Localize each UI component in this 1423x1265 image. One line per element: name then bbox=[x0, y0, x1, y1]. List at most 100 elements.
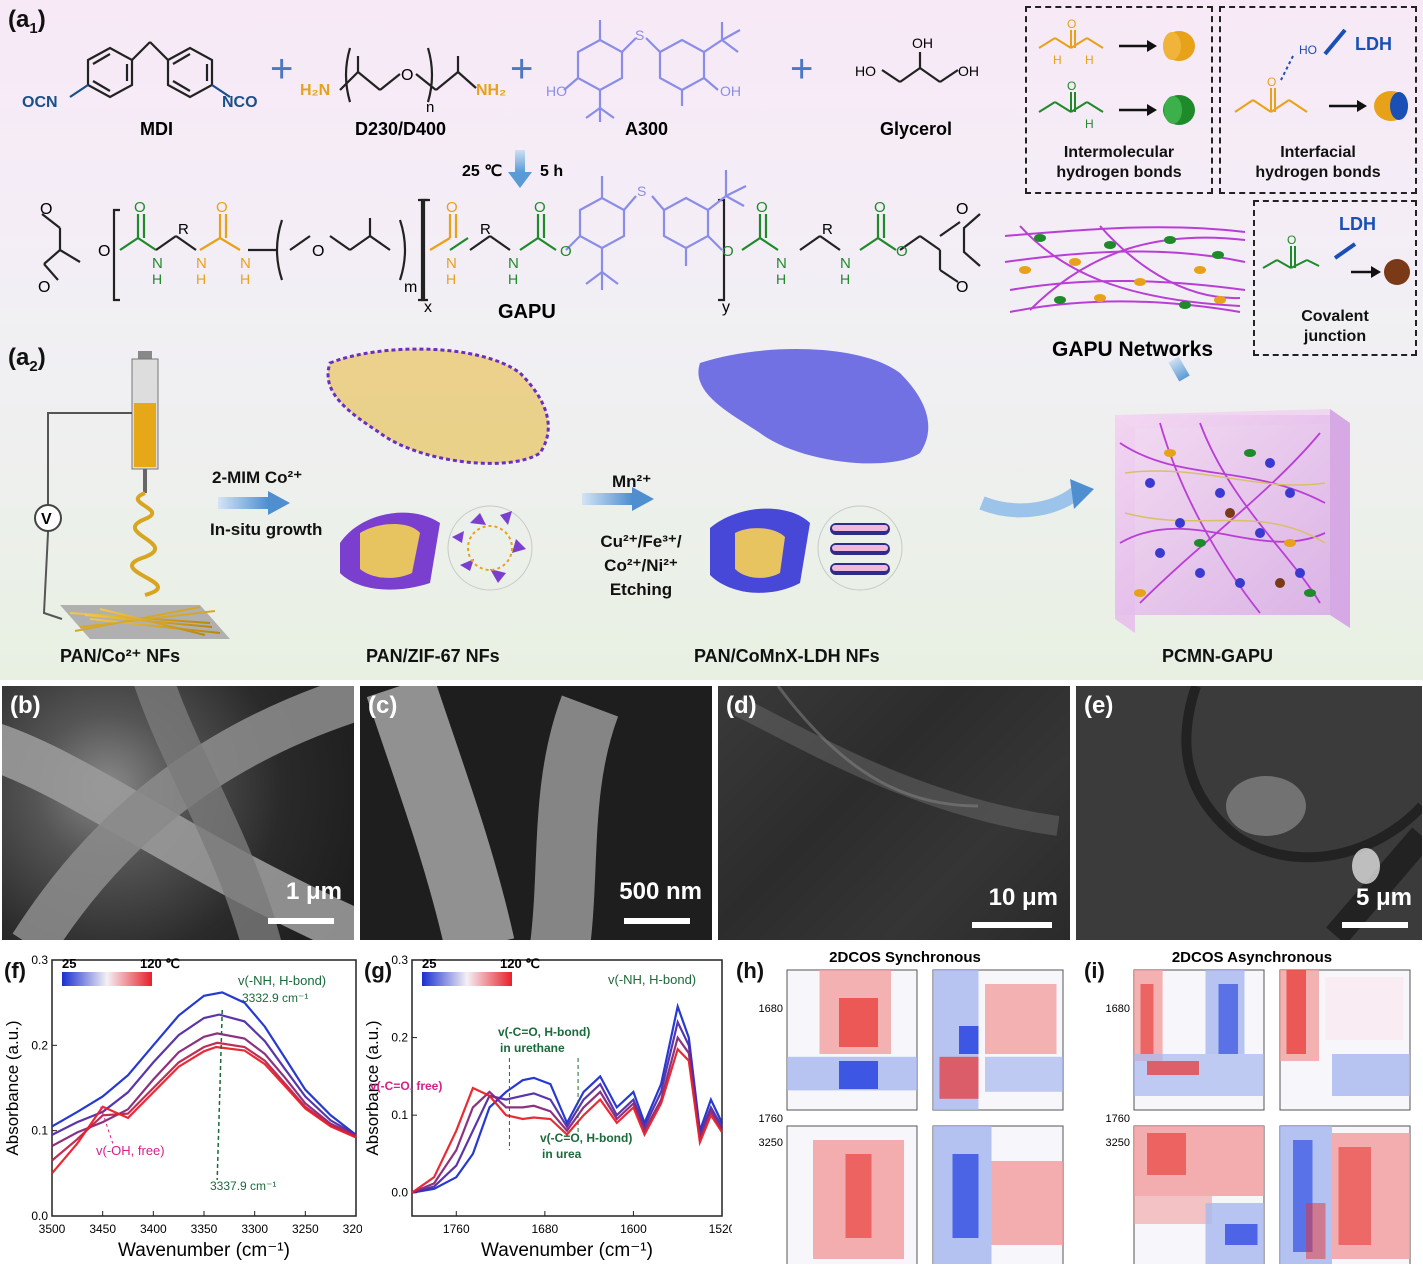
gapu-r-1: R bbox=[178, 221, 189, 238]
panel-a2-label: (a2) bbox=[8, 344, 46, 375]
heatmap-title: 2DCOS Asynchronous bbox=[1172, 950, 1332, 966]
sem-b-scale: 1 μm bbox=[285, 878, 342, 905]
electrospinning-illustration bbox=[34, 351, 230, 639]
x-axis-label: Wavenumber (cm⁻¹) bbox=[118, 1240, 290, 1261]
heatmap-q2 bbox=[932, 969, 1064, 1111]
heatmap-q1 bbox=[1133, 969, 1265, 1111]
twod-cos-sync-chart: 2DCOS Synchronous16801760325035003500325… bbox=[759, 950, 1064, 1264]
ldh-fiber-mat bbox=[698, 349, 929, 593]
a300-oh: OH bbox=[720, 83, 741, 99]
gapu-m: m bbox=[404, 279, 417, 296]
annotation-co-free: v(-C=O, free) bbox=[370, 1079, 442, 1093]
legend-low: 25 bbox=[422, 956, 436, 971]
series-line-120 bbox=[51, 1045, 357, 1175]
y-tick-label: 0.0 bbox=[31, 1209, 48, 1223]
series-line-25 bbox=[51, 991, 357, 1136]
urethane-nh: H bbox=[1085, 117, 1094, 131]
heatmap-q4 bbox=[1279, 1125, 1411, 1264]
y-tick-label: 1680 bbox=[1106, 1003, 1130, 1015]
mdi-ocn: OCN bbox=[22, 94, 58, 111]
voltage-symbol: V bbox=[41, 511, 52, 528]
ldh-label-1: LDH bbox=[1355, 34, 1392, 54]
gapu-o-end-2: O bbox=[38, 279, 50, 296]
monomer-mdi: MDI bbox=[140, 119, 173, 139]
y-tick-label: 1760 bbox=[759, 1113, 783, 1125]
y-tick-label: 3500 bbox=[1106, 1263, 1130, 1264]
reaction-arrow bbox=[515, 150, 525, 172]
y-tick-label: 3250 bbox=[759, 1137, 783, 1149]
plot-frame bbox=[411, 959, 723, 1217]
heatmap-title: 2DCOS Synchronous bbox=[829, 950, 981, 966]
plus-3: + bbox=[790, 47, 813, 91]
d230-o: O bbox=[401, 67, 413, 84]
y-tick-label: 1760 bbox=[1106, 1113, 1130, 1125]
x-tick-label: 1760 bbox=[443, 1222, 470, 1236]
sem-e-scalebar bbox=[1342, 922, 1408, 928]
mdi-nco: NCO bbox=[222, 94, 258, 111]
sem-c-label: (c) bbox=[368, 692, 398, 719]
y-tick-label: 0.1 bbox=[391, 1108, 408, 1122]
legend-low: 25 bbox=[62, 956, 76, 971]
step2-label: Cu²⁺/Fe³⁺/Co²⁺/Ni²⁺ Etching bbox=[600, 532, 682, 599]
gapu-h-6: H bbox=[776, 271, 786, 287]
x-tick-label: 1680 bbox=[532, 1222, 559, 1236]
annotation-nh: v(-NH, H-bond) bbox=[238, 973, 326, 988]
annotation-3337: 3337.9 cm⁻¹ bbox=[210, 1179, 276, 1193]
gapu-a300-unit bbox=[565, 170, 747, 290]
gapu-o-end-1: O bbox=[40, 201, 52, 218]
sem-image-b: (b) 1 μm bbox=[2, 686, 354, 940]
y-tick-label: 0.2 bbox=[391, 1031, 408, 1045]
gapu-o-7: O bbox=[560, 243, 572, 260]
ldh-bar-icon bbox=[1323, 28, 1347, 56]
gapu-n-3: N bbox=[240, 255, 251, 272]
x-tick-label: 3300 bbox=[241, 1222, 268, 1236]
x-tick-label: 1600 bbox=[620, 1222, 647, 1236]
panel-a1-label: (a1) bbox=[8, 6, 46, 37]
gapu-x: x bbox=[424, 299, 432, 316]
condition-temp: 25 ℃ bbox=[462, 163, 502, 180]
gapu-n-5: N bbox=[508, 255, 519, 272]
heatmap-q3 bbox=[786, 1125, 918, 1264]
gapu-o-3: O bbox=[216, 199, 228, 216]
annotation-oh: v(-OH, free) bbox=[96, 1143, 165, 1158]
legend-high: 120 ℃ bbox=[140, 956, 180, 971]
gapu-o-10: O bbox=[874, 199, 886, 216]
step2-arrow bbox=[582, 493, 632, 505]
interfacial-o: O bbox=[1267, 75, 1276, 89]
d230-nh2: NH₂ bbox=[476, 82, 506, 99]
panel-h-label: (h) bbox=[736, 958, 765, 983]
voltage-icon bbox=[34, 504, 62, 532]
annotation-co-urethane: v(-C=O, H-bond) bbox=[498, 1025, 590, 1039]
gapu-n-7: N bbox=[840, 255, 851, 272]
twod-cos-async-chart: 2DCOS Asynchronous1680176032503500350032… bbox=[1106, 950, 1411, 1264]
urea-nh-2: H bbox=[1085, 53, 1094, 67]
annotation-co-urea: v(-C=O, H-bond) bbox=[540, 1131, 632, 1145]
caption-pan-ldh: PAN/CoMnX-LDH NFs bbox=[694, 646, 880, 666]
urea-nh-1: H bbox=[1053, 53, 1062, 67]
panel-g-label: (g) bbox=[364, 958, 393, 983]
covalent-o: O bbox=[1287, 233, 1296, 247]
sem-e-label: (e) bbox=[1084, 692, 1114, 719]
gapu-o-5: O bbox=[446, 199, 458, 216]
gapu-r-2: R bbox=[480, 221, 491, 238]
sem-b-scalebar bbox=[268, 918, 334, 924]
gapu-o-8: O bbox=[722, 243, 734, 260]
urethane-o: O bbox=[1067, 79, 1076, 93]
sem-c-scale: 500 nm bbox=[619, 878, 702, 905]
network-nodes bbox=[1019, 234, 1226, 309]
gapu-h-3: H bbox=[240, 271, 250, 287]
series-line-25 bbox=[411, 1002, 723, 1194]
sem-d-label: (d) bbox=[726, 692, 757, 719]
heatmap-q2 bbox=[1279, 969, 1411, 1111]
y-tick-label: 3250 bbox=[1106, 1137, 1130, 1149]
x-tick-label: 3500 bbox=[39, 1222, 66, 1236]
glycerol-ho: HO bbox=[855, 63, 876, 79]
monomer-glycerol: Glycerol bbox=[880, 119, 952, 139]
y-tick-label: 0.1 bbox=[31, 1124, 48, 1138]
gapu-label: GAPU bbox=[498, 301, 556, 323]
x-tick-label: 3450 bbox=[89, 1222, 116, 1236]
panel-i-label: (i) bbox=[1084, 958, 1105, 983]
fabrication-scheme: V bbox=[34, 347, 1350, 639]
